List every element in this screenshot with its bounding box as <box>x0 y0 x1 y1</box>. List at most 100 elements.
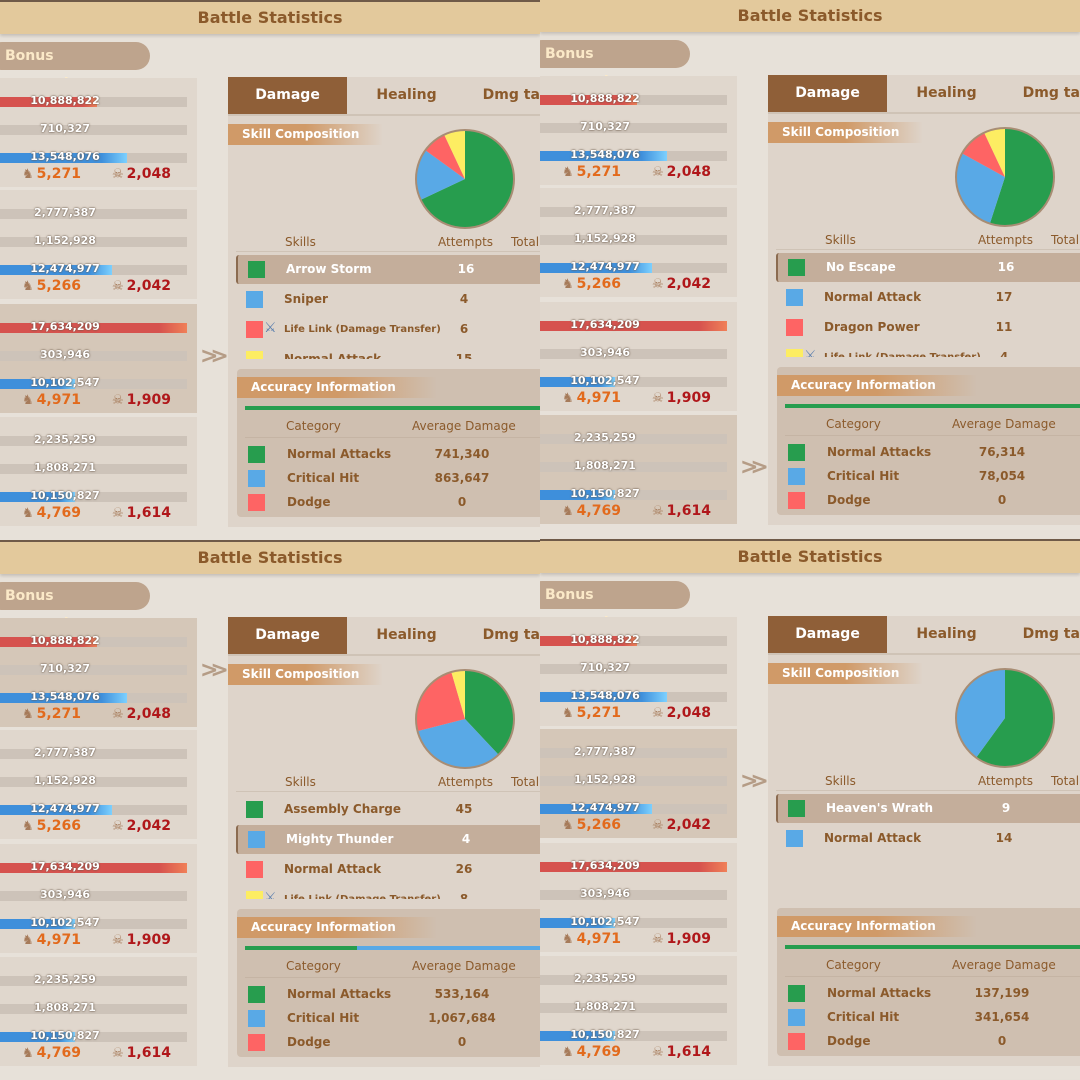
stat-bar: 12,474,977 <box>0 262 187 275</box>
skill-color-swatch <box>248 261 265 278</box>
stat-bar: 303,946 <box>540 887 727 900</box>
tab-healing[interactable]: Healing <box>376 627 437 643</box>
skills-list[interactable]: Assembly Charge 45 Mighty Thunder 4 Normal A… <box>236 795 540 899</box>
category-average-damage: 741,340 <box>434 447 490 461</box>
skills-list[interactable]: Heaven's Wrath 9 Normal Attack 14 <box>776 794 1080 898</box>
stat-bar-value: 12,474,977 <box>570 260 640 273</box>
kills-value: 4,971 <box>576 931 621 947</box>
skill-attempts: 16 <box>997 260 1015 274</box>
stat-bar-value: 1,808,271 <box>34 1001 96 1014</box>
stat-bar-value: 2,235,259 <box>34 973 96 986</box>
skill-name: Normal Attack <box>284 862 382 876</box>
deaths-stat: ☠ 1,909 <box>112 392 171 408</box>
hero-stat-card[interactable]: 17,634,209 303,946 10,102,547 ♞ 4,971 ☠ 1,909 <box>0 844 197 953</box>
tab-healing[interactable]: Healing <box>916 85 977 101</box>
tab-damage[interactable]: Damage <box>228 617 347 654</box>
skill-row[interactable]: No Escape 16 <box>776 253 1080 282</box>
bonus-comparison-button[interactable]: Bonus comparison <box>540 581 690 631</box>
deaths-value: 2,048 <box>126 166 171 182</box>
skill-row[interactable]: ⚔ Life Link (Damage Transfer) 4 <box>776 343 1080 357</box>
skills-list[interactable]: Arrow Storm 16 Sniper 4 ⚔ Life Link (Damage T… <box>236 255 540 359</box>
bonus-comparison-button[interactable]: Bonus comparison <box>0 42 150 92</box>
category-color-swatch <box>248 446 265 463</box>
stat-bar-fill <box>540 692 668 702</box>
tab-healing[interactable]: Healing <box>916 626 977 642</box>
skill-composition-label: Skill Composition <box>768 122 923 143</box>
skill-row[interactable]: ⚔ Life Link (Damage Transfer) 6 <box>236 315 540 344</box>
stat-bar: 10,102,547 <box>0 916 187 929</box>
skill-row[interactable]: Normal Attack 14 <box>776 824 1080 853</box>
kills-value: 5,271 <box>36 166 81 182</box>
soldier-icon: ♞ <box>22 279 34 294</box>
tab-dmg-taken[interactable]: Dmg taken <box>1022 626 1080 642</box>
skill-row[interactable]: Arrow Storm 16 <box>236 255 540 284</box>
pie-slice <box>962 132 1005 177</box>
stat-bar-value: 710,327 <box>39 122 91 135</box>
tab-dmg-taken[interactable]: Dmg taken <box>482 87 540 103</box>
skill-row[interactable]: Normal Attack 26 <box>236 855 540 884</box>
skill-color-swatch <box>246 321 263 338</box>
page-title: Battle Statistics <box>540 0 1080 32</box>
tab-damage[interactable]: Damage <box>768 75 887 112</box>
skill-row[interactable]: Mighty Thunder 4 <box>236 825 540 854</box>
hero-stat-card[interactable]: 2,235,259 1,808,271 10,150,827 ♞ 4,769 ☠ 1,614 <box>0 417 197 526</box>
hero-stat-card[interactable]: 2,235,259 1,808,271 10,150,827 ♞ 4,769 ☠ 1,614 <box>0 957 197 1066</box>
tab-damage[interactable]: Damage <box>768 616 887 653</box>
hero-stat-card[interactable]: 17,634,209 303,946 10,102,547 ♞ 4,971 ☠ 1,909 <box>540 302 737 411</box>
kills-stat: ♞ 4,971 <box>22 932 81 948</box>
skill-row[interactable]: Normal Attack 15 <box>236 345 540 359</box>
stat-bar: 1,808,271 <box>540 1000 727 1013</box>
accuracy-bar-segment <box>357 946 540 950</box>
hero-stat-card[interactable]: 2,777,387 1,152,928 12,474,977 ♞ 5,266 ☠ 2,042 <box>0 730 197 839</box>
stat-bar-value: 13,548,076 <box>30 690 100 703</box>
hero-stat-card[interactable]: 2,777,387 1,152,928 12,474,977 ♞ 5,266 ☠ 2,042 <box>540 188 737 297</box>
skill-row[interactable]: Normal Attack 17 <box>776 283 1080 312</box>
stat-bar-value: 2,235,259 <box>574 972 636 985</box>
bonus-comparison-button[interactable]: Bonus comparison <box>0 582 150 632</box>
skill-row[interactable]: Assembly Charge 45 <box>236 795 540 824</box>
hero-stat-card[interactable]: 2,777,387 1,152,928 12,474,977 ♞ 5,266 ☠ 2,042 <box>540 729 737 838</box>
tab-damage[interactable]: Damage <box>228 77 347 114</box>
tab-dmg-taken[interactable]: Dmg taken <box>1022 85 1080 101</box>
skills-list[interactable]: No Escape 16 Normal Attack 17 Dragon Power 11… <box>776 253 1080 357</box>
kills-value: 5,266 <box>36 278 81 294</box>
skill-row[interactable]: ⚔ Life Link (Damage Transfer) 8 <box>236 885 540 899</box>
hero-stat-card[interactable]: 2,777,387 1,152,928 12,474,977 ♞ 5,266 ☠ 2,042 <box>0 190 197 299</box>
hero-stat-card[interactable]: 10,888,822 710,327 13,548,076 ♞ 5,271 ☠ 2,048 <box>540 617 737 726</box>
hero-stat-card[interactable]: 2,235,259 1,808,271 10,150,827 ♞ 4,769 ☠ 1,614 <box>540 956 737 1065</box>
deaths-stat: ☠ 1,614 <box>112 505 171 521</box>
kills-stat: ♞ 4,971 <box>562 931 621 947</box>
stat-bar-value: 17,634,209 <box>30 860 100 873</box>
skill-row[interactable]: Dragon Power 11 <box>776 313 1080 342</box>
kills-stat: ♞ 5,266 <box>562 817 621 833</box>
stat-bar: 10,102,547 <box>0 376 187 389</box>
stat-bar-value: 1,152,928 <box>574 773 636 786</box>
hero-stat-card[interactable]: 2,235,259 1,808,271 10,150,827 ♞ 4,769 ☠ 1,614 <box>540 415 737 524</box>
bonus-comparison-button[interactable]: Bonus comparison <box>540 40 690 90</box>
stat-bar-value: 10,150,827 <box>30 1029 100 1042</box>
category-color-swatch <box>788 1009 805 1026</box>
skull-icon: ☠ <box>652 391 664 406</box>
skill-row[interactable]: Sniper 4 <box>236 285 540 314</box>
skill-name: Dragon Power <box>824 320 920 334</box>
deaths-stat: ☠ 1,909 <box>112 932 171 948</box>
stat-bar-value: 710,327 <box>579 661 631 674</box>
deaths-stat: ☠ 2,042 <box>112 818 171 834</box>
skill-attempts: 15 <box>455 352 473 359</box>
hero-stat-card[interactable]: 10,888,822 710,327 13,548,076 ♞ 5,271 ☠ 2,048 <box>0 78 197 187</box>
hero-stat-card[interactable]: 17,634,209 303,946 10,102,547 ♞ 4,971 ☠ 1,909 <box>540 843 737 952</box>
category-color-swatch <box>788 1033 805 1050</box>
hero-stat-card[interactable]: 17,634,209 303,946 10,102,547 ♞ 4,971 ☠ 1,909 <box>0 304 197 413</box>
hero-stat-card[interactable]: 10,888,822 710,327 13,548,076 ♞ 5,271 ☠ 2,048 <box>0 618 197 727</box>
tab-healing[interactable]: Healing <box>376 87 437 103</box>
skill-name: No Escape <box>826 260 896 274</box>
category-name: Dodge <box>287 495 331 509</box>
soldier-icon: ♞ <box>22 167 34 182</box>
pie-slice <box>416 150 465 200</box>
hero-stat-card[interactable]: 10,888,822 710,327 13,548,076 ♞ 5,271 ☠ 2,048 <box>540 76 737 185</box>
stat-bar: 17,634,209 <box>0 320 187 333</box>
tab-dmg-taken[interactable]: Dmg taken <box>482 627 540 643</box>
skill-row[interactable]: Heaven's Wrath 9 <box>776 794 1080 823</box>
stat-bar-value: 2,777,387 <box>34 206 96 219</box>
